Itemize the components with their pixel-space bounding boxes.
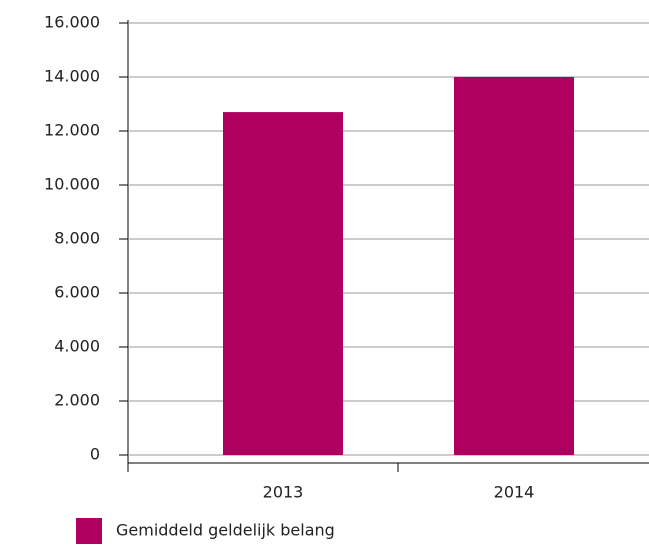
y-tick-label: 4.000	[54, 337, 100, 356]
y-tick-label: 12.000	[44, 121, 100, 140]
y-tick-label: 14.000	[44, 67, 100, 86]
y-tick-label: 2.000	[54, 391, 100, 410]
bar	[223, 112, 343, 455]
y-tick-label: 8.000	[54, 229, 100, 248]
legend-swatch	[76, 518, 102, 544]
bar	[454, 77, 574, 455]
y-tick-label: 6.000	[54, 283, 100, 302]
y-tick-label: 10.000	[44, 175, 100, 194]
y-tick-label: 0	[90, 445, 100, 464]
legend-label: Gemiddeld geldelijk belang	[116, 521, 335, 540]
y-tick-label: 16.000	[44, 13, 100, 32]
x-tick-label: 2014	[494, 483, 535, 502]
x-tick-label: 2013	[263, 483, 304, 502]
